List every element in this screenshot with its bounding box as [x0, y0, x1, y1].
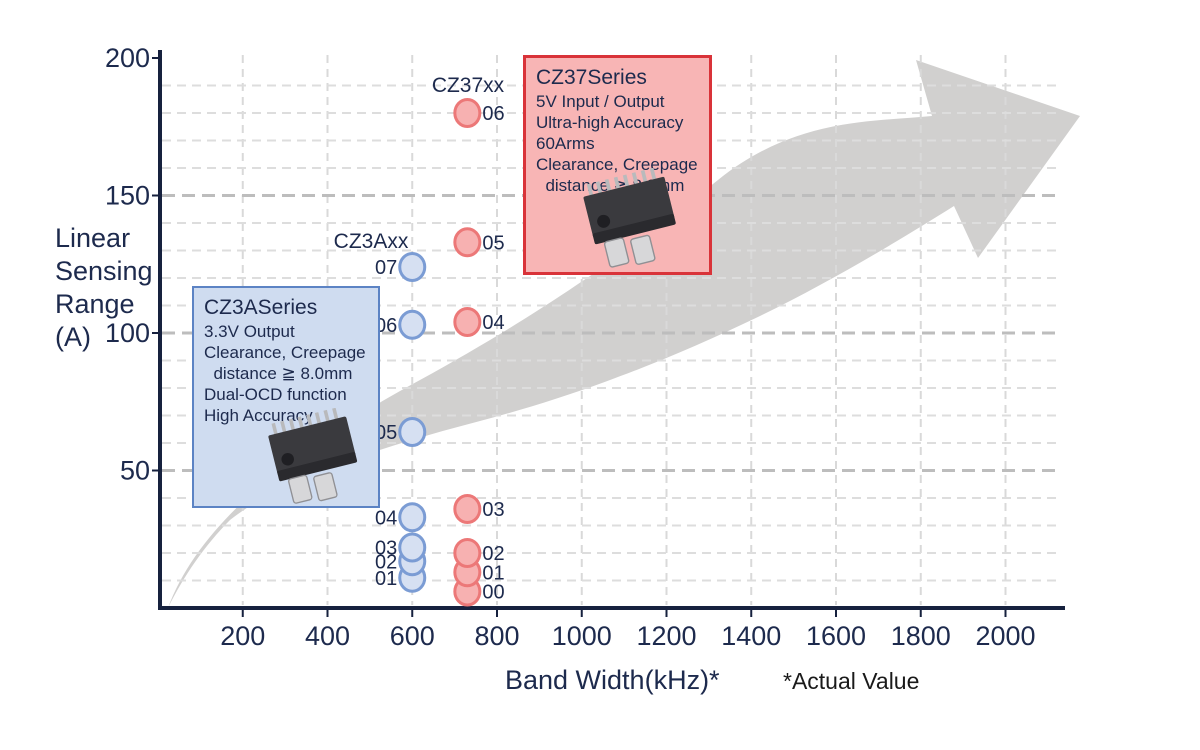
cz37-callout-title: CZ37Series	[536, 66, 647, 89]
point-label: 01	[375, 568, 397, 590]
y-axis-title-line: Range	[55, 289, 135, 319]
point-label: 03	[375, 538, 397, 560]
point-label: 03	[482, 499, 504, 521]
point-CZ3Axx-04	[398, 502, 427, 533]
point-label: 01	[482, 562, 504, 584]
point-label: 05	[375, 422, 397, 444]
point-CZ3Axx-06	[398, 309, 427, 340]
point-CZ3Axx-07	[398, 252, 427, 282]
y-tick-label: 200	[105, 43, 150, 73]
cz3a-callout-line: Dual-OCD function	[204, 385, 347, 404]
point-label: 02	[375, 551, 397, 573]
x-tick-label: 600	[390, 621, 435, 651]
point-label: 07	[375, 257, 397, 279]
cz3a-callout-title: CZ3ASeries	[204, 296, 318, 319]
point-CZ37xx-02	[453, 538, 482, 568]
x-tick-label: 800	[474, 621, 519, 651]
point-label: 00	[482, 582, 504, 604]
x-tick-label: 200	[220, 621, 265, 651]
cz3a-callout-line: distance ≧ 8.0mm	[204, 364, 353, 383]
cz3a-callout-line: 3.3V Output	[204, 322, 295, 341]
point-CZ37xx-06	[453, 98, 482, 128]
point-label: 02	[482, 543, 504, 565]
y-tick-label: 150	[105, 181, 150, 211]
point-CZ3Axx-05	[398, 417, 427, 447]
actual-value-footnote: *Actual Value	[783, 668, 920, 694]
point-CZ3Axx-03	[398, 532, 427, 563]
series-label-CZ3Axx: CZ3Axx	[334, 230, 409, 253]
x-tick-label: 1000	[552, 621, 612, 651]
point-label: 06	[375, 315, 397, 337]
y-axis-title: Linear Sensing Range (A)	[55, 222, 153, 354]
x-tick-label: 1800	[891, 621, 951, 651]
cz3a-callout-line: Clearance, Creepage	[204, 343, 366, 362]
x-tick-label: 400	[305, 621, 350, 651]
ic-chip-photo	[569, 168, 695, 272]
point-CZ37xx-03	[453, 494, 482, 524]
x-tick-label: 2000	[975, 621, 1035, 651]
point-label: 04	[482, 312, 504, 334]
cz3a-callout-line: High Accuracy	[204, 406, 313, 425]
cz3a-series-callout: CZ3ASeries 3.3V Output Clearance, Creepa…	[192, 286, 380, 508]
point-CZ37xx-04	[453, 307, 482, 337]
point-label: 05	[482, 232, 504, 254]
point-label: 04	[375, 507, 397, 529]
cz37-callout-line: 60Arms	[536, 134, 595, 153]
point-label: 06	[482, 103, 504, 125]
x-tick-label: 1200	[636, 621, 696, 651]
y-axis-title-line: Sensing	[55, 256, 153, 286]
point-CZ37xx-05	[453, 227, 482, 258]
x-tick-label: 1400	[721, 621, 781, 651]
cz37-callout-line: Clearance, Creepage	[536, 155, 698, 174]
x-axis-title: Band Width(kHz)*	[505, 665, 720, 695]
y-tick-label: 50	[120, 456, 150, 486]
y-axis-title-line: (A)	[55, 322, 91, 352]
cz37-series-callout: CZ37Series 5V Input / Output Ultra-high …	[523, 55, 712, 275]
cz37-callout-line: 5V Input / Output	[536, 92, 665, 111]
ic-chip-photo	[254, 408, 376, 508]
x-tick-label: 1600	[806, 621, 866, 651]
y-tick-label: 100	[105, 318, 150, 348]
cz37-callout-line: Ultra-high Accuracy	[536, 113, 684, 132]
series-label-CZ37xx: CZ37xx	[432, 74, 505, 97]
y-axis-title-line: Linear	[55, 223, 131, 253]
